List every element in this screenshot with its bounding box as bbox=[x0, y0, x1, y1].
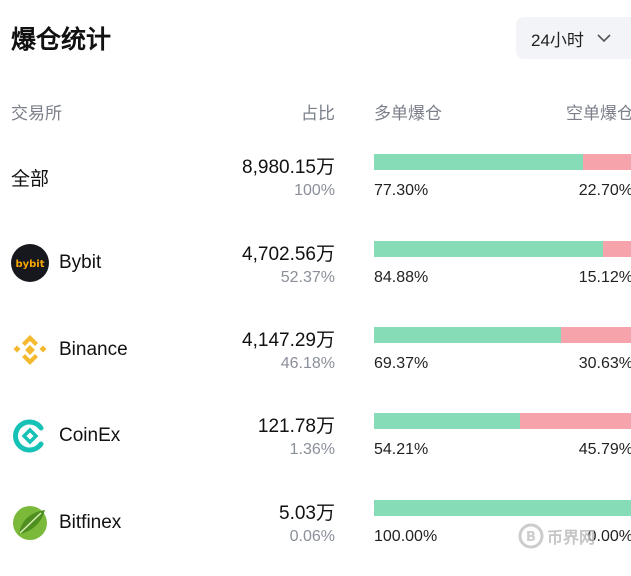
watermark-text: 币界网 bbox=[547, 530, 596, 547]
short-percent: 45.79% bbox=[578, 441, 631, 458]
exchange-name: Bybit bbox=[59, 252, 102, 273]
share-percent: 1.36% bbox=[289, 441, 335, 458]
long-bar-fill bbox=[374, 413, 521, 429]
long-percent: 100.00% bbox=[374, 528, 438, 545]
long-bar-fill bbox=[374, 241, 604, 257]
share-percent: 52.37% bbox=[280, 269, 335, 286]
short-bar-fill bbox=[603, 241, 631, 257]
liquidation-amount: 5.03万 bbox=[279, 503, 335, 524]
short-percent: 30.63% bbox=[578, 355, 631, 372]
column-header-share: 占比 bbox=[301, 104, 335, 123]
svg-text:B: B bbox=[526, 530, 536, 545]
long-percent: 69.37% bbox=[374, 355, 429, 372]
liquidation-amount: 4,702.56万 bbox=[242, 244, 335, 265]
short-percent: 15.12% bbox=[578, 269, 631, 286]
watermark: B 币界网 bbox=[518, 523, 595, 549]
exchange-name: Binance bbox=[59, 339, 128, 360]
exchange-name: 全部 bbox=[11, 169, 50, 190]
share-percent: 46.18% bbox=[280, 355, 335, 372]
long-bar-fill bbox=[374, 154, 583, 170]
bijie-logo-icon: B bbox=[518, 523, 544, 549]
column-header-short: 空单爆仓 bbox=[566, 104, 631, 123]
binance-logo-icon bbox=[11, 331, 49, 369]
long-percent: 54.21% bbox=[374, 441, 429, 458]
table-row[interactable]: bybit Bybit 4,702.56万 52.37% 84.88% 15.1… bbox=[0, 237, 631, 317]
short-percent: 0.00% bbox=[587, 528, 631, 545]
svg-text:bybit: bybit bbox=[15, 259, 44, 270]
long-percent: 77.30% bbox=[374, 182, 429, 199]
long-short-bar bbox=[374, 413, 631, 429]
table-row[interactable]: Bitfinex 5.03万 0.06% 100.00% 0.00% bbox=[0, 496, 631, 576]
long-short-bar bbox=[374, 327, 631, 343]
liquidation-amount: 8,980.15万 bbox=[242, 157, 335, 178]
period-selector[interactable]: 24小时 bbox=[516, 17, 631, 59]
short-bar-fill bbox=[582, 154, 631, 170]
bitfinex-logo-icon bbox=[11, 504, 49, 542]
column-header-exchange: 交易所 bbox=[11, 104, 62, 123]
long-bar-fill bbox=[374, 327, 562, 343]
long-short-bar bbox=[374, 241, 631, 257]
exchange-name: Bitfinex bbox=[59, 512, 122, 533]
chevron-down-icon bbox=[596, 30, 612, 46]
long-short-bar bbox=[374, 154, 631, 170]
page-title: 爆仓统计 bbox=[11, 26, 112, 54]
short-bar-fill bbox=[561, 327, 631, 343]
period-label: 24小时 bbox=[531, 30, 584, 50]
liquidation-amount: 121.78万 bbox=[257, 416, 335, 437]
table-row[interactable]: Binance 4,147.29万 46.18% 69.37% 30.63% bbox=[0, 323, 631, 403]
exchange-name: CoinEx bbox=[59, 425, 121, 446]
bybit-logo-icon: bybit bbox=[11, 244, 49, 282]
share-percent: 100% bbox=[294, 182, 335, 199]
long-short-bar bbox=[374, 500, 631, 516]
short-percent: 22.70% bbox=[578, 182, 631, 199]
coinex-logo-icon bbox=[11, 417, 49, 455]
column-header-long: 多单爆仓 bbox=[374, 104, 442, 123]
long-percent: 84.88% bbox=[374, 269, 429, 286]
table-row[interactable]: CoinEx 121.78万 1.36% 54.21% 45.79% bbox=[0, 409, 631, 489]
liquidation-amount: 4,147.29万 bbox=[242, 330, 335, 351]
long-bar-fill bbox=[374, 500, 631, 516]
table-row[interactable]: 全部 8,980.15万 100% 77.30% 22.70% bbox=[0, 150, 631, 230]
short-bar-fill bbox=[520, 413, 631, 429]
share-percent: 0.06% bbox=[289, 528, 335, 545]
